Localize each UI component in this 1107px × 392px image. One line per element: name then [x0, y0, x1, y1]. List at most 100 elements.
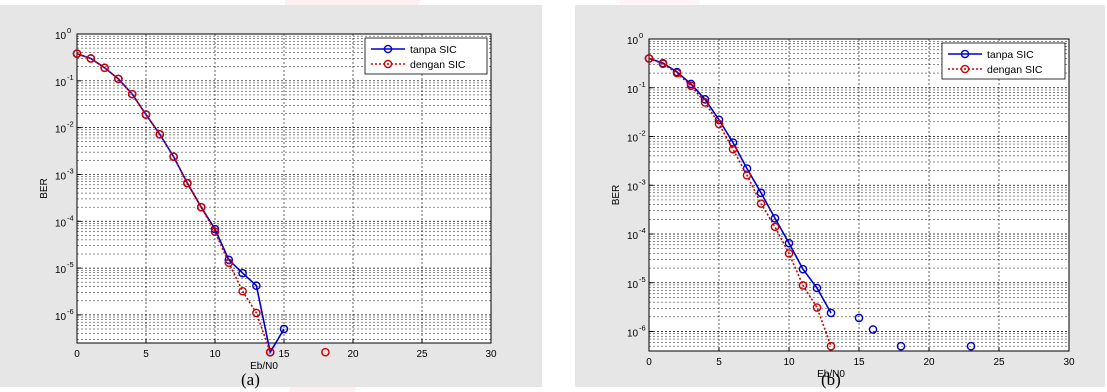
legend-entry-label: dengan SIC	[987, 64, 1043, 76]
y-tick-label: 10	[627, 134, 639, 145]
y-axis-label: BER	[611, 185, 622, 206]
data-point	[183, 178, 192, 188]
data-point	[812, 283, 822, 293]
y-tick-label: 10	[627, 85, 639, 96]
y-tick-exponent: -1	[67, 73, 74, 82]
grid	[649, 39, 1069, 352]
data-point	[714, 119, 724, 129]
series-line	[648, 57, 832, 314]
data-point	[658, 59, 668, 69]
data-point	[798, 281, 808, 290]
x-tick-label: 20	[923, 357, 935, 368]
plot-area	[77, 34, 491, 343]
y-tick-exponent: -2	[67, 120, 74, 129]
y-tick-exponent: -5	[67, 260, 74, 269]
chart-b-svg: 0 5 10 15 20 25 3010010-110-210-310-410-510-6E…	[575, 5, 1105, 387]
data-point	[100, 63, 109, 73]
data-point	[141, 110, 151, 119]
y-tick-label: 10	[55, 125, 67, 136]
y-tick-exponent: -4	[67, 213, 74, 222]
data-point	[196, 202, 206, 212]
series-dengan-sic	[72, 49, 330, 357]
y-tick-label: 10	[55, 171, 67, 182]
x-tick-label: 10	[209, 349, 221, 360]
x-tick-label: 30	[485, 349, 497, 360]
legend-swatch-marker	[383, 44, 393, 54]
y-tick-exponent: -6	[639, 324, 646, 333]
x-tick-label: 20	[347, 349, 359, 360]
data-point	[770, 213, 780, 223]
data-point	[868, 325, 878, 334]
legend-swatch-marker	[960, 49, 970, 59]
y-tick-label: 10	[627, 231, 639, 242]
data-point	[279, 324, 289, 334]
data-point	[169, 152, 178, 161]
data-point	[72, 49, 82, 58]
y-tick-exponent: -2	[639, 129, 646, 138]
data-point	[966, 341, 976, 351]
data-point	[896, 341, 906, 351]
y-tick-label: 10	[55, 218, 67, 229]
data-point	[784, 238, 794, 248]
series-line	[648, 57, 832, 347]
legend-entry-label: tanpa SIC	[987, 49, 1034, 61]
y-tick-label: 10	[55, 312, 67, 323]
y-tick-label: 10	[627, 182, 639, 193]
x-tick-label: 30	[1063, 357, 1075, 368]
x-tick-label: 15	[278, 349, 290, 360]
data-point	[770, 222, 780, 232]
legend-swatch-marker	[383, 59, 393, 69]
y-tick-exponent: 0	[67, 26, 71, 35]
series-dengan-sic	[644, 54, 836, 351]
data-point	[252, 281, 261, 291]
panel-label-a: (a)	[241, 370, 260, 389]
legend-swatch-marker	[960, 64, 970, 74]
data-point	[742, 170, 752, 180]
data-point	[321, 347, 330, 357]
series-tanpa-sic	[644, 54, 976, 351]
y-tick-exponent: -3	[639, 177, 646, 186]
legend-entry-label: dengan SIC	[410, 59, 466, 71]
data-point	[686, 81, 696, 91]
y-tick-label: 10	[627, 36, 639, 47]
data-point	[826, 308, 836, 318]
data-point	[700, 98, 710, 107]
data-point	[672, 68, 682, 78]
data-point	[114, 74, 123, 84]
data-point	[756, 188, 766, 198]
data-point	[265, 347, 275, 357]
series-line	[76, 52, 271, 353]
data-point	[728, 144, 738, 154]
data-point	[812, 303, 822, 312]
y-tick-exponent: -1	[639, 80, 646, 89]
chart-panel-b: 0 5 10 15 20 25 30 10 0 10 -1 10 -2 10 -3 10 -4 10 -5 10 -6 E…	[575, 0, 1107, 392]
chart-a-svg: 0 5 10 15 20 25 3010010-110-210-310-410-510-6E…	[0, 5, 542, 387]
data-point	[210, 224, 220, 234]
data-point	[784, 249, 794, 258]
x-tick-label: 0	[74, 349, 80, 360]
data-point	[238, 268, 247, 278]
y-tick-label: 10	[627, 280, 639, 291]
data-point	[238, 286, 247, 296]
x-tick-label: 15	[853, 357, 865, 368]
data-point	[86, 54, 96, 63]
data-point	[826, 341, 836, 351]
x-axis-label: Eb/N0	[250, 361, 278, 372]
y-tick-exponent: -6	[67, 307, 74, 316]
x-tick-label: 25	[993, 357, 1005, 368]
data-point	[854, 313, 864, 323]
y-axis-label: BER	[39, 178, 50, 199]
y-tick-label: 10	[55, 78, 67, 89]
x-tick-label: 5	[143, 349, 149, 360]
grid	[77, 34, 491, 343]
panel-label-b: (b)	[821, 370, 841, 389]
data-point	[127, 89, 137, 99]
y-tick-exponent: -3	[67, 166, 74, 175]
y-tick-exponent: 0	[639, 31, 643, 40]
data-point	[224, 258, 234, 268]
legend-entry-label: tanpa SIC	[410, 44, 457, 56]
y-tick-label: 10	[55, 265, 67, 276]
data-point	[798, 264, 808, 274]
chart-panel-a: 0 5 10 15 20 25 30 10 0 10 -1 10 -2 10 -3 10 -4 10 -5 10 -6 E…	[0, 0, 545, 392]
y-tick-label: 10	[55, 31, 67, 42]
